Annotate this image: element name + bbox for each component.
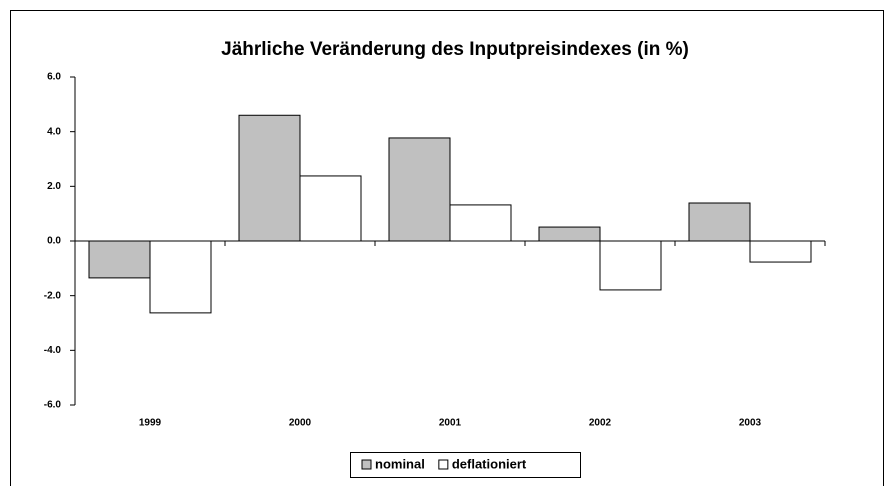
legend-swatch	[361, 459, 372, 470]
bar	[149, 240, 212, 314]
y-tick-label: -4.0	[44, 345, 62, 356]
bar	[238, 114, 301, 242]
legend-swatch	[438, 459, 449, 470]
bar	[449, 204, 512, 242]
y-tick-label: -2.0	[44, 290, 62, 301]
y-tick-label: 2.0	[47, 181, 61, 192]
bar	[299, 175, 362, 242]
bar	[749, 240, 812, 263]
x-tick-label: 2001	[439, 418, 462, 429]
bar	[388, 137, 451, 242]
bar	[688, 202, 751, 242]
bar	[599, 240, 662, 291]
x-tick-label: 2002	[589, 418, 612, 429]
y-tick-label: 6.0	[47, 72, 61, 83]
y-tick-label: -6.0	[44, 400, 62, 411]
legend-box	[350, 452, 581, 478]
x-tick-label: 2003	[739, 418, 762, 429]
x-tick-label: 1999	[139, 418, 162, 429]
chart-title: Jährliche Veränderung des Inputpreisinde…	[221, 39, 689, 60]
legend-label: deflationiert	[452, 456, 527, 471]
x-tick-label: 2000	[289, 418, 312, 429]
bar	[88, 240, 151, 279]
bar	[538, 226, 601, 242]
legend-label: nominal	[375, 456, 425, 471]
y-tick-label: 4.0	[47, 126, 61, 137]
y-tick-label: 0.0	[47, 236, 61, 247]
